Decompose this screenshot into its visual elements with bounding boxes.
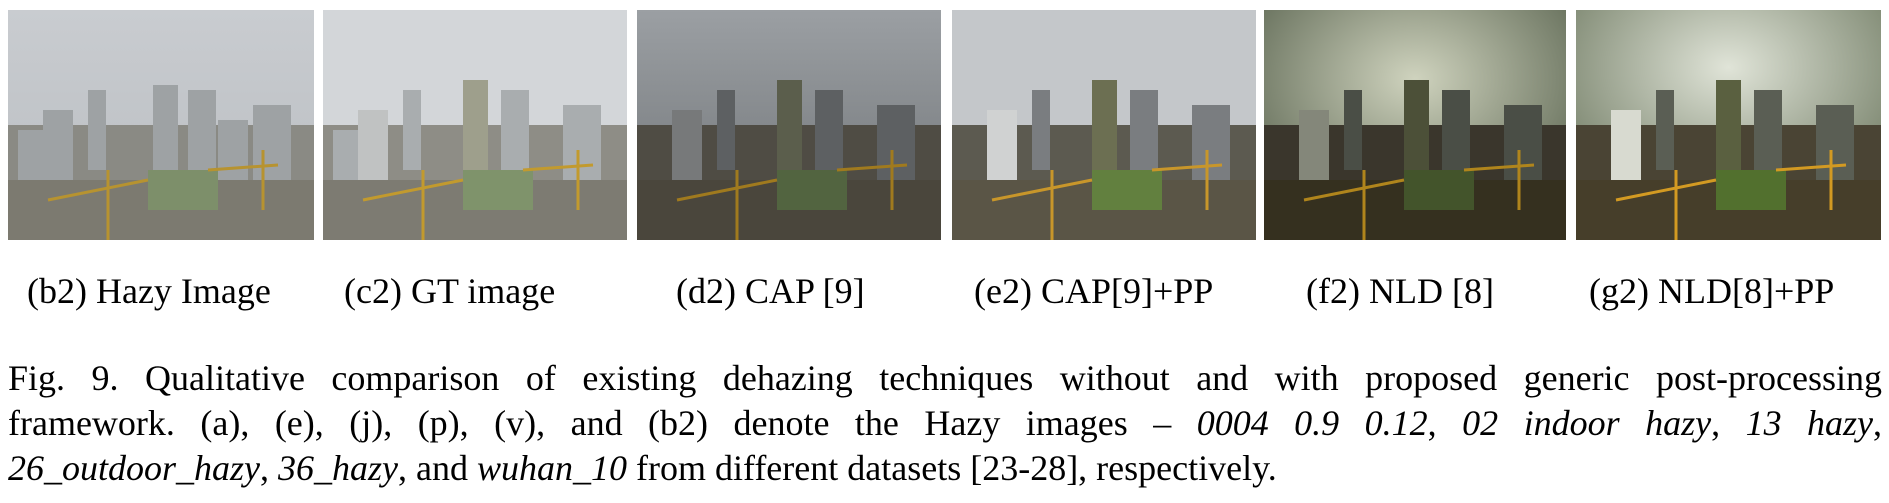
panel-image-gt bbox=[323, 10, 627, 240]
caption-line-1: Fig. 9. Qualitative comparison of existi… bbox=[8, 358, 1882, 398]
city-scene-nld bbox=[1264, 10, 1566, 240]
figure-caption: Fig. 9. Qualitative comparison of existi… bbox=[8, 356, 1882, 491]
panel-caption-b2: (b2) Hazy Image bbox=[27, 271, 271, 311]
city-scene-nld-pp bbox=[1576, 10, 1881, 240]
panel-caption-f2: (f2) NLD [8] bbox=[1306, 271, 1494, 311]
caption-line-3: 26_outdoor_hazy, 36_hazy, and wuhan_10 f… bbox=[8, 448, 1277, 488]
panel-image-hazy bbox=[8, 10, 314, 240]
panel-image-nld-pp bbox=[1576, 10, 1881, 240]
panel-image-cap bbox=[637, 10, 941, 240]
panel-caption-g2: (g2) NLD[8]+PP bbox=[1589, 271, 1835, 311]
panel-image-cap-pp bbox=[952, 10, 1256, 240]
city-scene-cap-pp bbox=[952, 10, 1256, 240]
panel-caption-e2: (e2) CAP[9]+PP bbox=[974, 271, 1214, 311]
panel-caption-c2: (c2) GT image bbox=[344, 271, 556, 311]
panel-image-nld bbox=[1264, 10, 1566, 240]
city-scene-hazy bbox=[8, 10, 314, 240]
panel-caption-d2: (d2) CAP [9] bbox=[676, 271, 865, 311]
city-scene-cap bbox=[637, 10, 941, 240]
city-scene-gt bbox=[323, 10, 627, 240]
caption-line-2: framework. (a), (e), (j), (p), (v), and … bbox=[8, 403, 1883, 443]
